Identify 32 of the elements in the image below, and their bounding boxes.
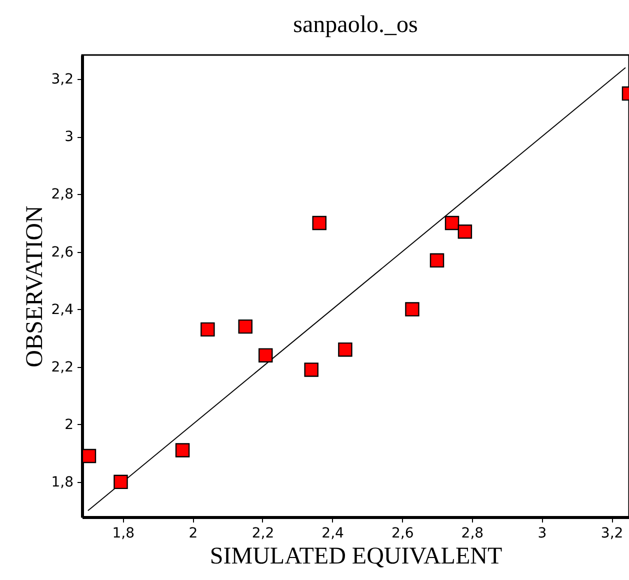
- point: [114, 474, 128, 490]
- y-tick-label: 3: [64, 129, 74, 146]
- y-tick-label: 2,2: [51, 359, 74, 376]
- point: [458, 224, 472, 239]
- x-tick-label: 2: [188, 526, 198, 542]
- x-tick-label: 3: [538, 526, 547, 542]
- point: [304, 362, 318, 377]
- x-tick-label: 2,2: [252, 526, 274, 542]
- x-tick-label: 3,2: [600, 526, 624, 542]
- point: [405, 302, 420, 316]
- y-tick-label: 3,2: [51, 72, 74, 88]
- chart-title: sanpaolo._os: [293, 12, 418, 38]
- y-tick-label: 2: [64, 416, 74, 433]
- point: [200, 322, 215, 337]
- y-axis-title: OBSERVATION: [22, 206, 48, 368]
- y-tick-label: 2,8: [51, 186, 74, 203]
- x-tick-label: 2,6: [391, 526, 414, 542]
- point: [312, 216, 326, 230]
- point: [175, 443, 190, 458]
- point: [430, 253, 444, 268]
- x-tick-label: 2,8: [461, 526, 484, 542]
- x-tick-label: 2,4: [322, 526, 344, 542]
- point: [238, 319, 252, 334]
- point: [338, 342, 352, 357]
- point: [444, 216, 460, 230]
- y-tick-label: 2,6: [51, 244, 74, 260]
- x-axis-title: SIMULATED EQUIVALENT: [210, 544, 502, 570]
- y-tick-label: 1,8: [51, 474, 74, 490]
- x-tick-label: 1,8: [112, 526, 134, 542]
- y-tick-label: 2,4: [51, 302, 74, 318]
- point: [82, 448, 96, 464]
- point: [258, 348, 273, 362]
